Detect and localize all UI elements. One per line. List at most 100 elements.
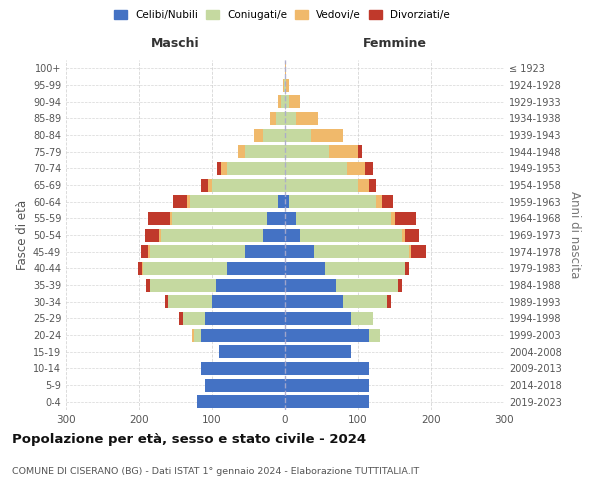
Bar	[387, 295, 391, 308]
Bar	[281, 95, 285, 108]
Bar	[365, 162, 373, 175]
Bar	[285, 62, 286, 75]
Bar	[369, 328, 380, 342]
Bar	[245, 245, 285, 258]
Bar	[382, 195, 393, 208]
Bar	[142, 262, 143, 275]
Bar	[215, 278, 285, 291]
Bar	[194, 328, 201, 342]
Text: Femmine: Femmine	[362, 37, 427, 50]
Bar	[173, 195, 187, 208]
Bar	[314, 245, 409, 258]
Bar	[299, 228, 402, 241]
Text: COMUNE DI CISERANO (BG) - Dati ISTAT 1° gennaio 2024 - Elaborazione TUTTITALIA.I: COMUNE DI CISERANO (BG) - Dati ISTAT 1° …	[12, 468, 419, 476]
Bar	[285, 128, 311, 141]
Bar	[329, 145, 358, 158]
Bar	[170, 212, 172, 225]
Bar	[192, 328, 194, 342]
Bar	[285, 362, 369, 375]
Bar	[245, 145, 285, 158]
Bar	[285, 162, 347, 175]
Bar	[187, 195, 190, 208]
Bar	[148, 212, 170, 225]
Bar	[150, 278, 215, 291]
Bar	[283, 78, 284, 92]
Bar	[238, 145, 245, 158]
Bar	[395, 212, 416, 225]
Bar	[201, 328, 285, 342]
Bar	[285, 245, 314, 258]
Bar	[289, 195, 376, 208]
Bar	[336, 278, 398, 291]
Bar	[285, 212, 296, 225]
Bar	[212, 178, 285, 192]
Bar	[183, 312, 205, 325]
Text: Popolazione per età, sesso e stato civile - 2024: Popolazione per età, sesso e stato civil…	[12, 432, 366, 446]
Legend: Celibi/Nubili, Coniugati/e, Vedovi/e, Divorziati/e: Celibi/Nubili, Coniugati/e, Vedovi/e, Di…	[112, 8, 452, 22]
Bar	[285, 95, 289, 108]
Bar	[285, 112, 296, 125]
Bar	[263, 128, 285, 141]
Bar	[406, 262, 409, 275]
Y-axis label: Anni di nascita: Anni di nascita	[568, 192, 581, 278]
Bar	[150, 245, 245, 258]
Bar	[289, 95, 299, 108]
Bar	[285, 195, 289, 208]
Bar	[285, 145, 329, 158]
Bar	[285, 312, 350, 325]
Bar	[221, 162, 227, 175]
Bar	[263, 228, 285, 241]
Bar	[205, 312, 285, 325]
Bar	[391, 212, 395, 225]
Bar	[285, 395, 369, 408]
Bar	[227, 162, 285, 175]
Bar	[208, 178, 212, 192]
Bar	[201, 178, 208, 192]
Bar	[168, 295, 212, 308]
Bar	[278, 195, 285, 208]
Bar	[350, 312, 373, 325]
Text: Maschi: Maschi	[151, 37, 200, 50]
Bar	[285, 295, 343, 308]
Bar	[271, 112, 276, 125]
Bar	[411, 245, 426, 258]
Bar	[145, 228, 160, 241]
Bar	[285, 328, 369, 342]
Bar	[285, 378, 369, 392]
Bar	[227, 262, 285, 275]
Bar	[217, 162, 221, 175]
Bar	[284, 78, 285, 92]
Bar	[278, 95, 281, 108]
Bar	[148, 245, 150, 258]
Bar	[190, 195, 278, 208]
Bar	[296, 112, 318, 125]
Bar	[347, 162, 365, 175]
Bar	[398, 278, 402, 291]
Y-axis label: Fasce di età: Fasce di età	[16, 200, 29, 270]
Bar	[405, 228, 419, 241]
Bar	[358, 145, 362, 158]
Bar	[358, 178, 369, 192]
Bar	[402, 228, 405, 241]
Bar	[325, 262, 406, 275]
Bar	[146, 278, 150, 291]
Bar	[220, 345, 285, 358]
Bar	[179, 312, 183, 325]
Bar	[369, 178, 376, 192]
Bar	[285, 228, 299, 241]
Bar	[311, 128, 343, 141]
Bar	[161, 228, 263, 241]
Bar	[285, 178, 358, 192]
Bar	[267, 212, 285, 225]
Bar	[285, 345, 350, 358]
Bar	[201, 362, 285, 375]
Bar	[409, 245, 411, 258]
Bar	[285, 262, 325, 275]
Bar	[143, 262, 227, 275]
Bar	[172, 212, 267, 225]
Bar	[205, 378, 285, 392]
Bar	[164, 295, 168, 308]
Bar	[296, 212, 391, 225]
Bar	[254, 128, 263, 141]
Bar	[285, 278, 336, 291]
